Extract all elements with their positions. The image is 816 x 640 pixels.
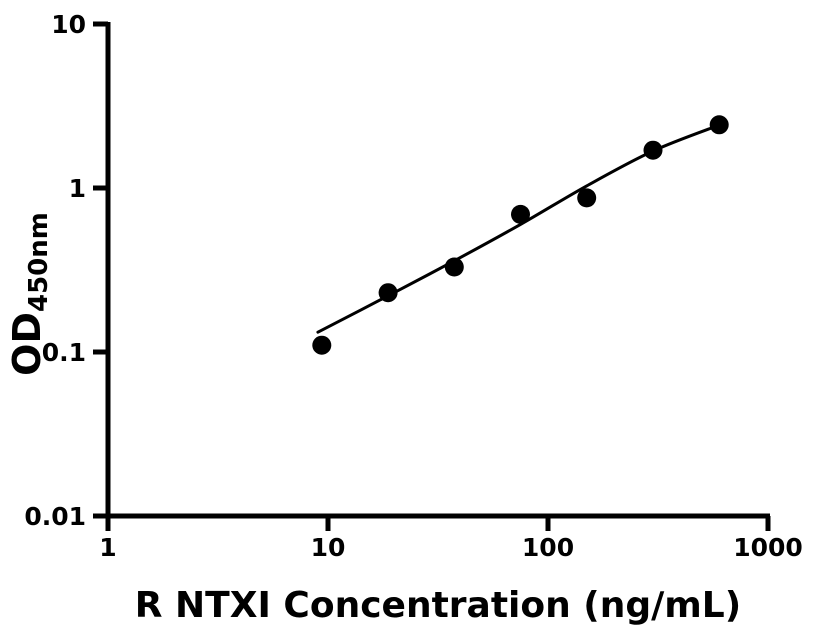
x-tick-label: 10 [311, 533, 346, 562]
y-tick-label: 0.01 [24, 502, 86, 531]
x-axis-title: R NTXI Concentration (ng/mL) [135, 585, 741, 626]
x-tick-label: 1 [99, 533, 116, 562]
y-axis-title: OD450nm [5, 212, 54, 376]
y-axis-title-subscript: 450nm [24, 212, 54, 312]
data-point [312, 335, 332, 355]
data-point [709, 115, 729, 135]
y-tick-label: 0.1 [42, 338, 86, 367]
y-axis-ticks [93, 21, 108, 519]
data-point [511, 204, 530, 224]
x-tick-label: 1000 [733, 533, 803, 562]
data-point-series [312, 115, 729, 355]
y-tick-label: 10 [51, 10, 86, 39]
data-point [444, 257, 464, 277]
y-axis-tick-labels: 0.01 0.1 1 10 [24, 10, 86, 531]
data-point [378, 283, 398, 303]
y-axis-title-main: OD [5, 312, 49, 376]
data-point [643, 140, 663, 160]
y-tick-label: 1 [69, 174, 86, 203]
x-tick-label: 100 [522, 533, 574, 562]
data-point [577, 188, 597, 208]
x-axis-tick-labels: 1 10 100 1000 [99, 533, 803, 562]
